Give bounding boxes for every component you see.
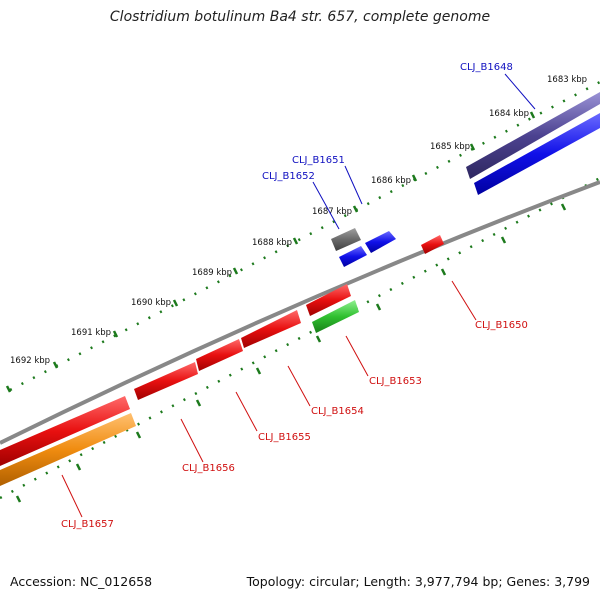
- gene-label-CLJ_B1655[interactable]: CLJ_B1655: [258, 432, 311, 443]
- kbp-label-1685: 1685 kbp: [430, 142, 470, 152]
- kbp-label-1684: 1684 kbp: [489, 109, 529, 119]
- gene-CLJ_B1656-bar[interactable]: [0, 396, 130, 466]
- forward-tick-track: [9, 80, 600, 392]
- gene-label-CLJ_B1650[interactable]: CLJ_B1650: [475, 320, 528, 331]
- genome-backbone: [0, 180, 600, 445]
- gene-CLJ_B1655-bar[interactable]: [196, 339, 243, 371]
- gene-CLJ_B1655-bar-2[interactable]: [134, 362, 198, 400]
- gene-label-CLJ_B1654[interactable]: CLJ_B1654: [311, 406, 364, 417]
- kbp-label-1691: 1691 kbp: [71, 328, 111, 338]
- gene-CLJ_B1648-bar[interactable]: [466, 92, 600, 179]
- gene-CLJ_B1657-bar[interactable]: [0, 413, 136, 486]
- gene-CLJ_B1653-green-bar[interactable]: [312, 300, 359, 333]
- gene-label-CLJ_B1652[interactable]: CLJ_B1652: [262, 171, 315, 182]
- kbp-label-1692: 1692 kbp: [10, 356, 50, 366]
- gene-blue-small-bar[interactable]: [339, 246, 367, 267]
- reverse-tick-track: [0, 176, 600, 500]
- kbp-label-1689: 1689 kbp: [192, 268, 232, 278]
- map-title: Clostridium botulinum Ba4 str. 657, comp…: [109, 9, 491, 25]
- gene-CLJ_B1654-bar[interactable]: [241, 310, 301, 348]
- kbp-label-1687: 1687 kbp: [312, 207, 352, 217]
- gene-CLJ_B1652-bar[interactable]: [331, 228, 361, 251]
- kbp-label-1686: 1686 kbp: [371, 176, 411, 186]
- gene-CLJ_B1651-bar[interactable]: [365, 231, 396, 253]
- gene-label-CLJ_B1653[interactable]: CLJ_B1653: [369, 376, 422, 387]
- gene-CLJ_B1653-bar[interactable]: [306, 284, 351, 316]
- gene-label-CLJ_B1656[interactable]: CLJ_B1656: [182, 463, 235, 474]
- gene-CLJ_B1648-bar-2[interactable]: [474, 113, 600, 195]
- kbp-label-1690: 1690 kbp: [131, 298, 171, 308]
- kbp-label-1683: 1683 kbp: [547, 75, 587, 85]
- gene-label-CLJ_B1648[interactable]: CLJ_B1648: [460, 62, 513, 73]
- gene-CLJ_B1650-bar[interactable]: [421, 235, 444, 254]
- gene-label-CLJ_B1657[interactable]: CLJ_B1657: [61, 519, 114, 530]
- reverse-major-ticks: [15, 203, 567, 503]
- forward-leader-lines: [312, 73, 536, 230]
- kbp-label-1688: 1688 kbp: [252, 238, 292, 248]
- topology-summary-text: Topology: circular; Length: 3,977,794 bp…: [246, 574, 590, 589]
- gene-label-CLJ_B1651[interactable]: CLJ_B1651: [292, 155, 345, 166]
- major-ticks: [5, 111, 536, 393]
- accession-text: Accession: NC_012658: [10, 574, 153, 589]
- reverse-leader-lines: [61, 280, 477, 518]
